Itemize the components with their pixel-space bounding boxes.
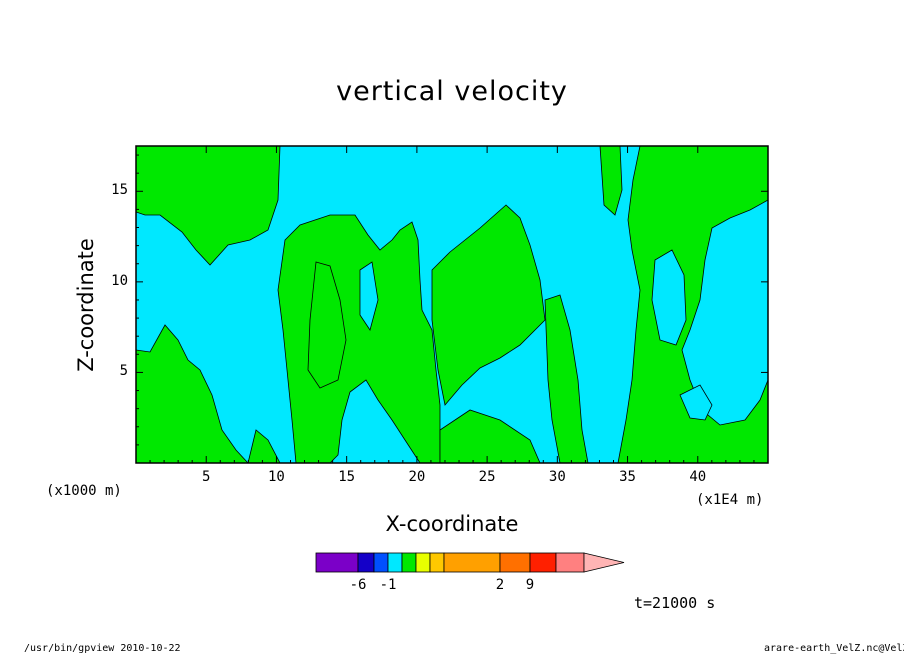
colorbar-segment (499, 552, 531, 573)
green-region (439, 409, 541, 463)
colorbar-extension (583, 552, 625, 573)
x-tick-label: 30 (548, 469, 566, 485)
footer-left: /usr/bin/gpview 2010-10-22 (24, 643, 181, 654)
cyan-region (679, 384, 713, 421)
colorbar-label: -6 (349, 577, 367, 593)
colorbar-segment (357, 552, 375, 573)
colorbar-segment (415, 552, 431, 573)
cyan-region (359, 261, 379, 331)
green-region (599, 146, 623, 216)
colorbar-segment (387, 552, 403, 573)
x-tick-label: 35 (619, 469, 636, 485)
x-tick-label: 5 (202, 469, 211, 485)
x-unit-label: (x1000 m) (46, 483, 122, 499)
x-tick-label: 25 (478, 469, 496, 485)
y-axis-ticks (136, 154, 768, 446)
plot-frame (135, 145, 769, 464)
colorbar-segment (443, 552, 501, 573)
x-tick-label: 10 (268, 469, 285, 485)
green-region (544, 294, 589, 463)
colorbar-label: -1 (379, 577, 397, 593)
time-label: t=21000 s (634, 594, 716, 612)
green-region (307, 261, 347, 389)
x-tick-label: 40 (689, 469, 707, 485)
cyan-region (651, 249, 687, 346)
colorbar-label: 2 (495, 577, 505, 593)
green-region (136, 324, 249, 463)
x-scale-note: (x1E4 m) (696, 492, 764, 508)
y-axis-label: Z-coordinate (74, 238, 98, 372)
colorbar-label: 9 (525, 577, 535, 593)
green-region (617, 146, 768, 463)
colorbar-segment (401, 552, 417, 573)
footer-right: arare-earth_VelZ.nc@VelZ (764, 643, 904, 654)
colorbar-segment (315, 552, 359, 573)
green-region (136, 146, 281, 266)
x-axis-label: X-coordinate (385, 512, 519, 536)
colorbar-segment (429, 552, 445, 573)
x-tick-label: 15 (338, 469, 356, 485)
y-tick-label: 5 (119, 363, 128, 380)
colorbar-segment (373, 552, 389, 573)
colorbar-segment (529, 552, 557, 573)
upward-velocity-regions (136, 146, 768, 463)
y-tick-label: 15 (111, 182, 128, 199)
green-region (431, 204, 546, 406)
y-tick-label: 10 (111, 272, 128, 289)
colorbar-segment (555, 552, 585, 573)
x-axis-ticks (149, 146, 755, 463)
green-region (247, 429, 281, 463)
x-tick-label: 20 (408, 469, 426, 485)
chart-title: vertical velocity (336, 76, 568, 107)
colorbar (315, 552, 625, 573)
